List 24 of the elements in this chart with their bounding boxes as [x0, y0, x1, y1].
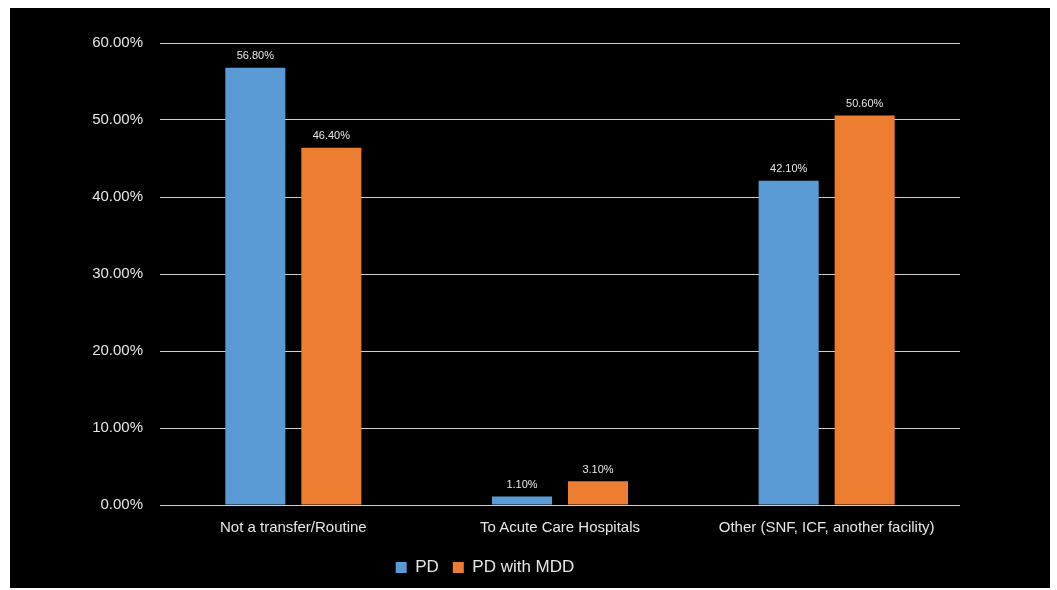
- bar: [225, 67, 286, 505]
- y-tick-label: 60.00%: [92, 33, 143, 51]
- legend-label: PD with MDD: [472, 557, 575, 577]
- x-tick-label: Other (SNF, ICF, another facility): [718, 518, 935, 536]
- y-tick-label: 20.00%: [92, 341, 143, 359]
- x-tick-label: Not a transfer/Routine: [219, 518, 367, 536]
- y-tick-label: 0.00%: [100, 495, 143, 513]
- bar: [758, 180, 819, 505]
- y-tick-label: 10.00%: [92, 418, 143, 436]
- x-tick-label: To Acute Care Hospitals: [479, 518, 641, 536]
- bar: [567, 481, 629, 505]
- y-tick-label: 30.00%: [92, 264, 143, 282]
- data-label: 56.80%: [236, 49, 275, 62]
- y-tick-label: 50.00%: [92, 110, 143, 128]
- data-label: 46.40%: [312, 129, 351, 142]
- data-label: 3.10%: [582, 462, 614, 475]
- y-tick-label: 40.00%: [92, 187, 143, 205]
- bar: [301, 147, 362, 505]
- bar: [834, 115, 895, 505]
- legend-label: PD: [415, 557, 439, 577]
- data-label: 42.10%: [770, 162, 808, 175]
- data-label: 1.10%: [506, 478, 538, 491]
- bar: [491, 496, 553, 505]
- data-label: 50.60%: [846, 96, 884, 109]
